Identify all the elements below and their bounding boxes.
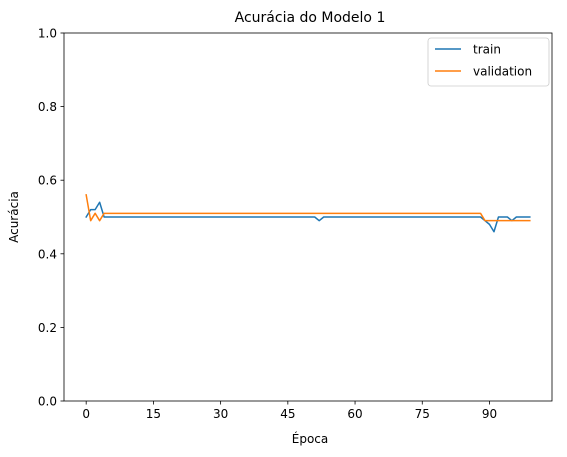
series-line-validation (85, 194, 531, 222)
legend-box (427, 37, 550, 87)
axes-frame (63, 32, 553, 402)
y-axis-ticks: 0.0 0.2 0.4 0.6 0.8 1.0 (38, 27, 64, 409)
chart-title: Acurácia do Modelo 1 (235, 10, 386, 26)
y-tick-label: 0.8 (38, 100, 57, 114)
x-axis-ticks: 0 15 30 45 60 75 90 (82, 401, 497, 421)
x-tick-label: 30 (213, 407, 228, 421)
x-tick-label: 0 (82, 407, 90, 421)
x-tick-label: 45 (280, 407, 295, 421)
legend-label-train: train (473, 43, 501, 57)
y-tick-label: 0.2 (38, 321, 57, 335)
x-axis-label: Época (292, 431, 329, 446)
x-tick-label: 90 (482, 407, 497, 421)
plot-area (63, 32, 553, 402)
y-tick-label: 1.0 (38, 27, 57, 41)
y-tick-label: 0.0 (38, 395, 57, 409)
x-tick-label: 75 (415, 407, 430, 421)
y-axis-label: Acurácia (7, 191, 21, 243)
y-tick-label: 0.6 (38, 174, 57, 188)
x-tick-label: 60 (347, 407, 362, 421)
x-tick-label: 15 (146, 407, 161, 421)
legend-label-validation: validation (473, 65, 532, 79)
y-tick-label: 0.4 (38, 247, 57, 261)
series-line-train (85, 201, 531, 233)
legend: train validation (427, 37, 550, 87)
